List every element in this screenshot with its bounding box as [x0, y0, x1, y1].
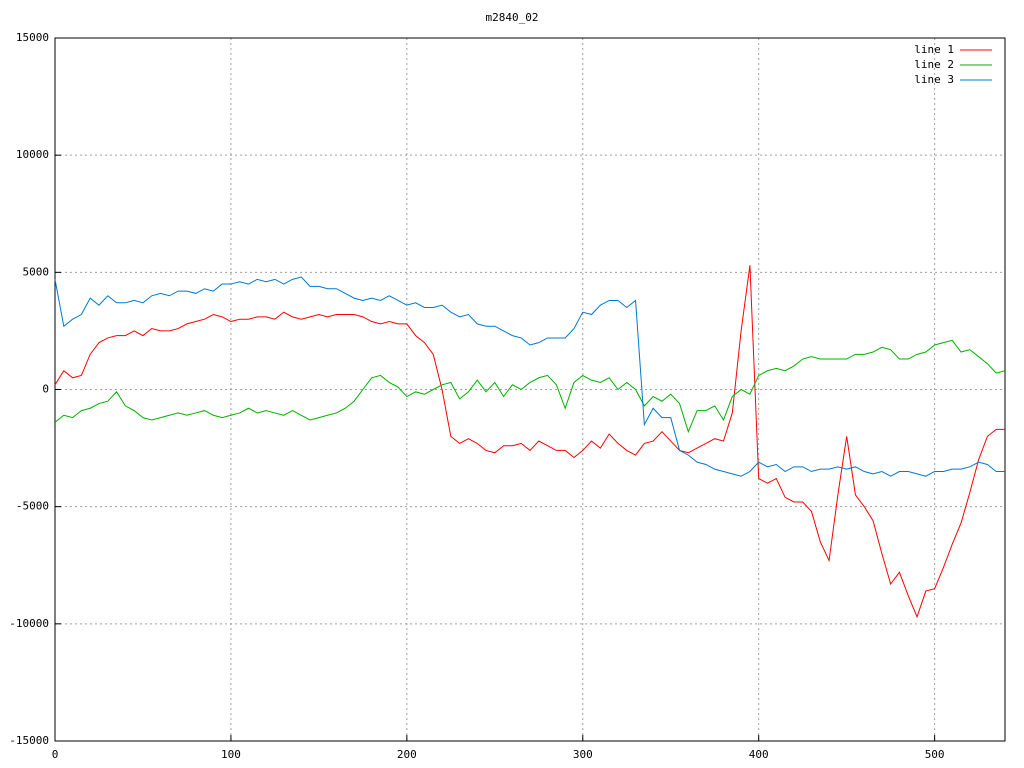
plot-border	[54, 37, 1006, 742]
x-tick-label: 0	[52, 748, 59, 761]
series-line	[54, 265, 1005, 619]
series-line	[54, 276, 1005, 477]
y-tick-label: -10000	[9, 617, 49, 630]
x-tick-label: 400	[749, 748, 769, 761]
y-tick-label: 0	[42, 383, 49, 396]
legend-label: line 3	[914, 73, 954, 86]
y-tick-label: -5000	[16, 500, 49, 513]
legend-label: line 2	[914, 58, 954, 71]
y-tick-label: 15000	[16, 31, 49, 44]
x-tick-label: 500	[925, 748, 945, 761]
x-tick-label: 200	[397, 748, 417, 761]
x-tick-label: 100	[221, 748, 241, 761]
x-tick-label: 300	[573, 748, 593, 761]
y-tick-label: 5000	[23, 265, 50, 278]
chart-title: m2840_02	[486, 11, 539, 24]
y-tick-label: 10000	[16, 148, 49, 161]
y-tick-label: -15000	[9, 734, 49, 747]
legend-label: line 1	[914, 43, 954, 56]
series-line	[54, 339, 1006, 434]
